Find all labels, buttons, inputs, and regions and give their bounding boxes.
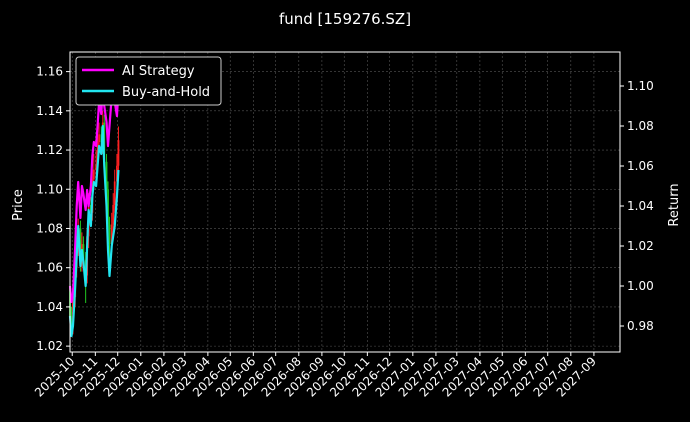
right-tick-label: 1.10 (627, 79, 654, 93)
plot-frame (69, 51, 621, 353)
left-tick-label: 1.02 (36, 339, 63, 353)
right-tick-label: 1.06 (627, 159, 654, 173)
right-tick-label: 1.04 (627, 199, 654, 213)
candle-body (107, 189, 109, 225)
candle-body (113, 181, 116, 205)
candle-body (98, 134, 100, 143)
candle-body (116, 165, 118, 182)
left-tick-label: 1.08 (36, 221, 63, 235)
x-axis: 2025-102025-112025-122026-012026-022026-… (32, 352, 599, 400)
left-y-axis: 1.02 1.04 1.06 1.08 1.10 1.12 1.14 1.16 (36, 65, 70, 353)
left-tick-label: 1.12 (36, 143, 63, 157)
candle-body (79, 228, 82, 264)
left-axis-label: Price (11, 189, 26, 221)
right-tick-label: 1.00 (627, 279, 654, 293)
candle-body (92, 169, 95, 180)
right-axis-label: Return (667, 183, 682, 226)
right-tick-label: 1.08 (627, 119, 654, 133)
legend: AI Strategy Buy-and-Hold (75, 56, 222, 106)
candle-body (82, 244, 85, 260)
left-tick-label: 1.04 (36, 300, 63, 314)
right-y-axis: 0.98 1.00 1.02 1.04 1.06 1.08 1.10 (620, 79, 654, 333)
left-tick-label: 1.16 (36, 65, 63, 79)
legend-label-ai-strategy: AI Strategy (122, 64, 195, 79)
series-line-buy-and-hold (68, 124, 120, 338)
right-tick-label: 1.02 (627, 239, 654, 253)
candle-body (112, 204, 115, 225)
left-tick-label: 1.10 (36, 182, 63, 196)
candle-body (110, 224, 113, 245)
left-tick-label: 1.14 (36, 104, 63, 118)
candle-body (105, 161, 108, 190)
legend-label-buy-and-hold: Buy-and-Hold (122, 85, 210, 100)
candle-body (95, 165, 97, 170)
right-tick-label: 0.98 (627, 319, 654, 333)
series-line-ai-strategy (68, 84, 120, 304)
chart-title: fund [159276.SZ] (279, 10, 411, 28)
candle-body (117, 140, 120, 166)
series-layer (68, 84, 120, 338)
candle-body (108, 224, 111, 245)
left-tick-label: 1.06 (36, 261, 63, 275)
